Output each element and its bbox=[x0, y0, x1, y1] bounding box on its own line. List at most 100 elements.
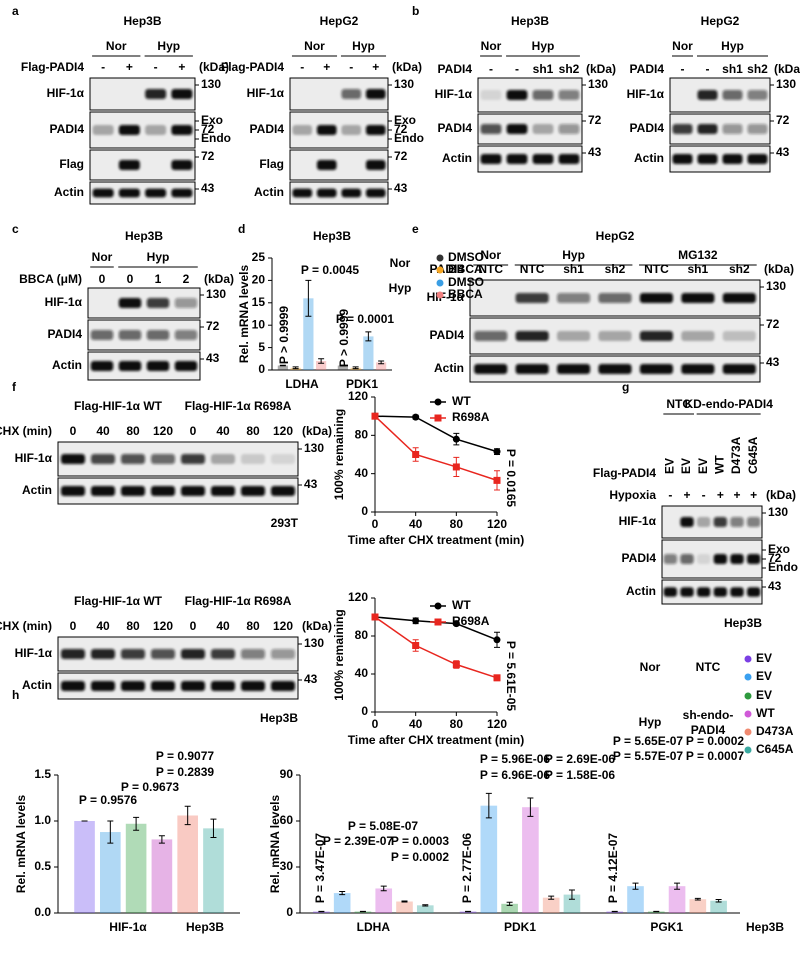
lane-label: sh2 bbox=[605, 262, 626, 276]
annotation: P = 0.9576 bbox=[79, 793, 137, 807]
lane-label: - bbox=[101, 60, 105, 74]
band bbox=[681, 331, 715, 341]
band bbox=[365, 89, 386, 99]
lane-row-label: CHX (min) bbox=[0, 619, 52, 633]
error-bar bbox=[352, 366, 359, 370]
row-label: PADI4 bbox=[48, 327, 83, 341]
lane-label: 0 bbox=[70, 619, 77, 633]
annotation: P = 2.39E-07 bbox=[323, 834, 393, 848]
lane-label: - bbox=[681, 62, 685, 76]
error-bar bbox=[184, 805, 191, 826]
marker-label: 130 bbox=[776, 77, 796, 91]
legend-subgroup: sh-endo- bbox=[683, 708, 734, 722]
band bbox=[730, 587, 744, 597]
bar bbox=[627, 886, 644, 913]
lane-label: 80 bbox=[246, 619, 260, 633]
error-bar bbox=[485, 792, 492, 819]
lane-label: 120 bbox=[153, 619, 173, 633]
lane-label: - bbox=[515, 62, 519, 76]
band bbox=[151, 486, 175, 496]
band bbox=[61, 486, 85, 496]
band bbox=[174, 330, 198, 340]
bar bbox=[100, 832, 121, 913]
row-label: PADI4 bbox=[50, 122, 85, 136]
row-label: Actin bbox=[54, 185, 84, 199]
kda-label: (kDa) bbox=[586, 62, 616, 76]
point bbox=[412, 642, 420, 649]
lane-label: WT bbox=[713, 455, 727, 474]
bar bbox=[710, 900, 727, 913]
blot-title: HepG2 bbox=[701, 14, 740, 28]
group-label: Nor bbox=[672, 39, 693, 53]
line bbox=[374, 415, 498, 453]
band bbox=[146, 361, 170, 371]
row-label: Actin bbox=[254, 185, 284, 199]
y-tick-label: 10 bbox=[252, 317, 266, 331]
panel-letter: h bbox=[12, 688, 19, 702]
error-bar bbox=[506, 901, 513, 906]
bar bbox=[177, 815, 198, 913]
band bbox=[151, 681, 175, 691]
blot-caption: Hep3B bbox=[260, 711, 298, 725]
band bbox=[558, 90, 580, 100]
lane-label: sh2 bbox=[559, 62, 580, 76]
annotation: P = 0.2839 bbox=[156, 765, 214, 779]
annotation: P > 0.9999 bbox=[277, 306, 291, 364]
band bbox=[747, 517, 761, 527]
band bbox=[118, 125, 140, 135]
marker-label: 72 bbox=[201, 122, 215, 136]
band bbox=[747, 154, 768, 164]
band bbox=[146, 298, 170, 308]
point bbox=[452, 435, 460, 443]
bar bbox=[501, 903, 518, 913]
band bbox=[697, 554, 711, 564]
band bbox=[341, 188, 362, 198]
band bbox=[697, 517, 711, 527]
band bbox=[316, 125, 337, 135]
marker-label: 72 bbox=[201, 149, 215, 163]
error-bar bbox=[380, 885, 387, 892]
x-tick-label: 120 bbox=[487, 717, 507, 731]
band bbox=[92, 125, 114, 135]
band bbox=[118, 361, 142, 371]
lane-label: sh1 bbox=[688, 262, 709, 276]
band bbox=[174, 361, 198, 371]
row-label: Actin bbox=[634, 151, 664, 165]
band bbox=[672, 154, 693, 164]
lane-row-label: Flag-PADI4 bbox=[593, 466, 656, 480]
band bbox=[91, 649, 115, 659]
lane-label: sh1 bbox=[533, 62, 554, 76]
marker-label: 72 bbox=[768, 551, 782, 565]
x-tick-label: 40 bbox=[409, 517, 423, 531]
annotation: P = 0.0045 bbox=[301, 263, 359, 277]
x-tick-label: 0 bbox=[372, 517, 379, 531]
y-axis-label: 100% remaining bbox=[332, 609, 346, 700]
marker-label: 72 bbox=[394, 149, 408, 163]
error-bar bbox=[292, 366, 299, 370]
x-tick-label: LDHA bbox=[357, 920, 391, 934]
band bbox=[118, 298, 142, 308]
band bbox=[241, 454, 265, 464]
marker-label: Exo bbox=[201, 113, 223, 127]
band bbox=[532, 90, 554, 100]
legend-marker bbox=[436, 291, 444, 299]
error-bar bbox=[548, 895, 555, 900]
x-tick-label: HIF-1α bbox=[109, 920, 147, 934]
band bbox=[557, 331, 591, 341]
lane-label: 0 bbox=[190, 424, 197, 438]
lane-label: 40 bbox=[216, 619, 230, 633]
band bbox=[90, 330, 114, 340]
group-label: Nor bbox=[480, 248, 501, 262]
panel-letter: e bbox=[412, 222, 419, 236]
band bbox=[722, 331, 756, 341]
bar bbox=[606, 911, 624, 913]
band bbox=[145, 125, 167, 135]
panel-letter: c bbox=[12, 222, 19, 236]
bar bbox=[354, 911, 372, 913]
marker-label: Endo bbox=[768, 560, 798, 574]
error-bar bbox=[339, 891, 346, 896]
marker-label: 72 bbox=[776, 113, 790, 127]
band bbox=[271, 454, 295, 464]
cell-label: Hep3B bbox=[746, 920, 784, 934]
band bbox=[61, 454, 85, 464]
